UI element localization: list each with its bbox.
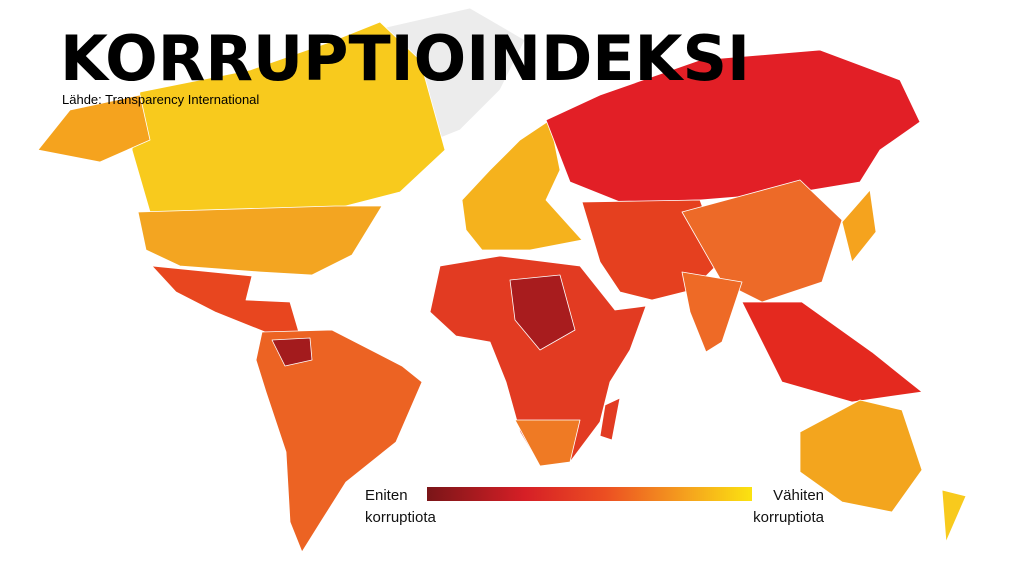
central-america — [151, 265, 301, 337]
legend-right-line1: Vähiten — [773, 487, 824, 504]
india — [681, 271, 743, 353]
legend-scale — [427, 487, 752, 501]
new-zealand — [941, 489, 967, 543]
southern-africa — [514, 419, 581, 467]
canada — [131, 21, 446, 213]
madagascar — [599, 397, 621, 441]
legend-left-line1: Eniten — [365, 487, 408, 504]
europe — [461, 119, 583, 251]
alaska — [37, 94, 151, 163]
japan — [841, 189, 877, 263]
australia — [799, 399, 923, 513]
venezuela — [271, 337, 313, 367]
southeast-asia — [741, 301, 923, 403]
world — [37, 7, 967, 553]
legend-right-line2: korruptiota — [753, 509, 825, 526]
south-america — [255, 329, 423, 553]
africa — [429, 255, 647, 467]
source: Lähde: Transparency International — [62, 92, 259, 107]
title: KORRUPTIOINDEKSI — [60, 22, 750, 95]
usa — [137, 205, 383, 276]
legend-left-line2: korruptiota — [365, 509, 437, 526]
central-africa — [509, 274, 576, 351]
